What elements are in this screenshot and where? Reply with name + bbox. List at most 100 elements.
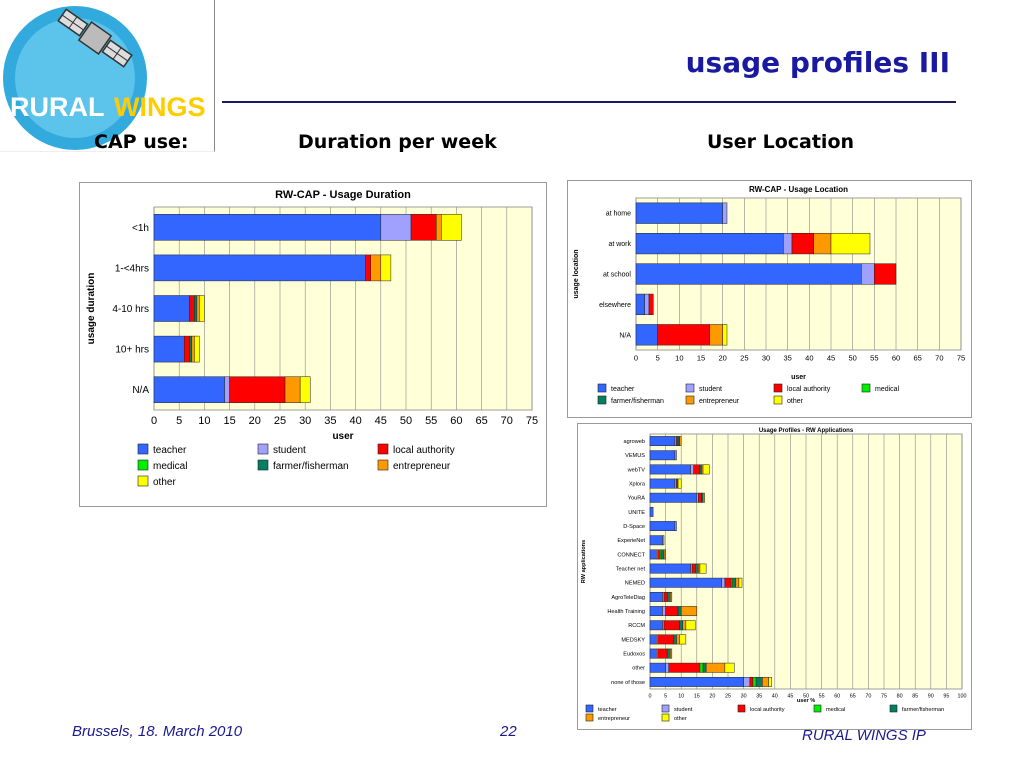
legend-label: local authority <box>393 445 455 456</box>
bar-student-at-work <box>783 233 793 255</box>
bar-teacher-vemus <box>649 450 676 461</box>
x-tick-label: 65 <box>913 354 921 363</box>
y-category-label: at work <box>608 241 631 248</box>
legend-label: teacher <box>153 445 187 456</box>
legend-label: local authority <box>787 386 831 393</box>
bar-entrepreneur-nemed <box>735 577 740 588</box>
x-axis-label: user <box>791 374 806 381</box>
bar-local-authority-medsky <box>657 634 674 645</box>
bar-student-health-training <box>662 606 666 617</box>
y-category-label: ExperieNet <box>617 538 645 544</box>
legend-item-teacher: teacher <box>597 383 635 393</box>
bar-student-other <box>665 662 669 673</box>
legend-swatch <box>813 704 822 713</box>
legend-label: entrepreneur <box>598 716 630 722</box>
chart-title: RW-CAP - Usage Duration <box>275 189 411 201</box>
bar-teacher-d-space <box>649 521 676 532</box>
y-category-label: Eudoxos <box>623 652 645 658</box>
legend-swatch <box>773 383 783 393</box>
legend-item-local-authority: local authority <box>737 704 785 713</box>
x-tick-label: 55 <box>425 415 437 427</box>
legend-swatch <box>861 383 871 393</box>
x-tick-label: 40 <box>772 693 778 699</box>
legend-swatch <box>257 459 269 471</box>
x-tick-label: 20 <box>718 354 726 363</box>
x-tick-label: 80 <box>897 693 903 699</box>
bar-teacher-at-school <box>635 263 862 285</box>
bar-other-n-a <box>299 376 311 403</box>
bar-teacher-rccm <box>649 620 663 631</box>
x-tick-label: 25 <box>725 693 731 699</box>
y-category-label: UNITE <box>628 510 645 516</box>
legend-swatch <box>685 383 695 393</box>
bar-student-none-of-those <box>743 676 751 687</box>
x-tick-label: 30 <box>741 693 747 699</box>
bar-local-authority-nemed <box>724 577 732 588</box>
bar-medical-none-of-those <box>752 676 757 687</box>
applications-chart: Usage Profiles - RW Applications 0 5 10 15 20… <box>581 428 967 722</box>
legend-label: farmer/fisherman <box>273 461 349 472</box>
y-category-label: agroweb <box>624 439 645 445</box>
legend-item-farmer-fisherman: farmer/fisherman <box>889 704 944 713</box>
bar-entrepreneur-health-training <box>680 606 698 617</box>
y-category-label: other <box>632 666 645 672</box>
x-tick-label: 95 <box>943 693 949 699</box>
duration-chart-panel: RW-CAP - Usage Duration 0 5 10 15 20 25 30 35 40 4… <box>79 182 547 507</box>
bar-local-authority-agrotelediag <box>663 591 668 602</box>
bar-teacher-n-a <box>635 324 658 346</box>
location-chart-panel: RW-CAP - Usage Location 0 5 10 15 20 25 30 35 40 4… <box>567 180 972 418</box>
bar-teacher-none-of-those <box>649 676 744 687</box>
legend-swatch <box>257 443 269 455</box>
bar-teacher-experienet <box>649 535 663 546</box>
bar-entrepreneur-youra <box>702 492 705 503</box>
bar-local-authority-10-hrs <box>183 335 190 363</box>
bar-student-webtv <box>690 464 694 475</box>
bar-teacher-1-4hrs <box>153 254 366 282</box>
y-category-label: 4-10 hrs <box>112 304 149 315</box>
bar-other-1-4hrs <box>380 254 392 282</box>
x-tick-label: 30 <box>299 415 311 427</box>
legend-label: student <box>699 386 722 393</box>
bar-student-vemus <box>674 450 677 461</box>
y-category-label: N/A <box>132 385 149 396</box>
x-tick-label: 0 <box>634 354 638 363</box>
x-tick-label: 0 <box>649 693 652 699</box>
bar-student-d-space <box>674 521 677 532</box>
x-tick-label: 15 <box>223 415 235 427</box>
y-category-label: at school <box>603 271 631 278</box>
y-category-label: elsewhere <box>599 302 631 309</box>
bar-farmer-fisherman-teacher-net <box>694 563 699 574</box>
legend-swatch <box>377 443 389 455</box>
bar-local-authority-at-work <box>791 233 814 255</box>
x-tick-label: 50 <box>848 354 856 363</box>
legend-swatch <box>889 704 898 713</box>
x-tick-label: 10 <box>678 693 684 699</box>
bar-student-1h <box>380 214 412 241</box>
bar-student-experienet <box>662 535 665 546</box>
legend-label: entrepreneur <box>699 398 740 405</box>
legend-item-farmer-fisherman: farmer/fisherman <box>597 395 664 405</box>
x-tick-label: 45 <box>787 693 793 699</box>
legend-swatch <box>661 713 670 722</box>
bar-local-authority-youra <box>698 492 702 503</box>
legend-item-student: student <box>685 383 722 393</box>
x-tick-label: 25 <box>274 415 286 427</box>
x-tick-label: 50 <box>803 693 809 699</box>
bar-entrepreneur-n-a <box>284 376 301 403</box>
bar-other-xplora <box>677 478 682 489</box>
legend-item-student: student <box>257 443 306 456</box>
bar-other-1h <box>441 214 462 241</box>
bar-teacher-agroweb <box>649 436 676 447</box>
x-tick-label: 15 <box>697 354 705 363</box>
bar-teacher-elsewhere <box>635 293 645 315</box>
x-tick-label: 75 <box>881 693 887 699</box>
bar-student-elsewhere <box>644 293 650 315</box>
x-axis-label: user % <box>797 698 815 704</box>
legend-swatch <box>137 475 149 487</box>
bar-entrepreneur-agroweb <box>679 436 682 447</box>
bar-teacher-at-work <box>635 233 784 255</box>
logo-text-wings: WINGS <box>114 92 206 122</box>
bar-teacher-at-home <box>635 202 723 224</box>
bar-student-at-school <box>861 263 875 285</box>
x-tick-label: 90 <box>928 693 934 699</box>
